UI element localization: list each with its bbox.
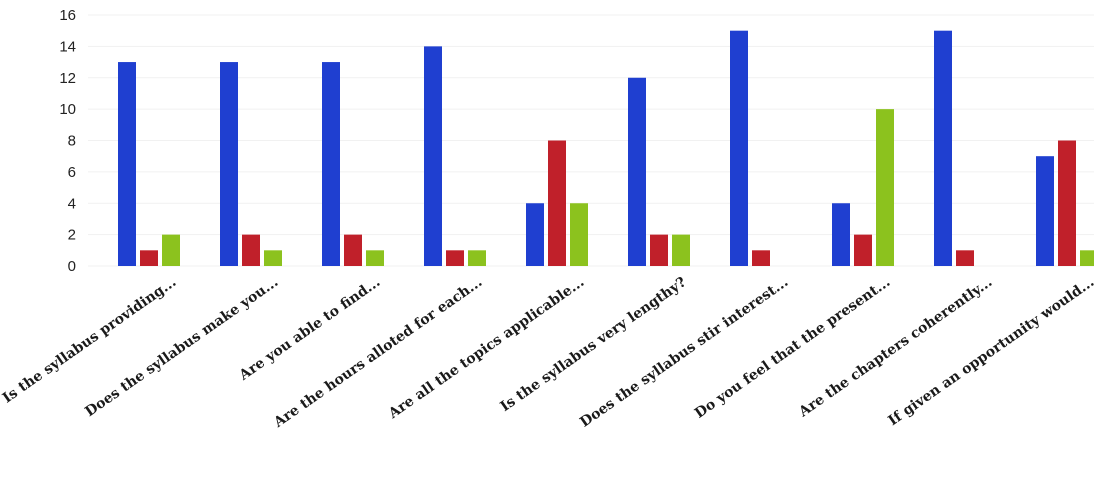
bar-series-2-category-7 — [752, 250, 770, 266]
bar-series-1-category-7 — [730, 30, 748, 266]
bar-series-2-category-9 — [956, 250, 974, 266]
bar-series-2-category-1 — [140, 250, 158, 266]
bar-series-3-category-4 — [468, 250, 486, 266]
bar-series-3-category-6 — [672, 234, 690, 266]
y-tick-label: 12 — [59, 70, 76, 87]
bar-series-3-category-1 — [162, 234, 180, 266]
x-tick-label: Are all the topics applicable... — [385, 274, 587, 422]
x-tick-label: Are the hours alloted for each... — [270, 274, 485, 431]
bar-series-1-category-9 — [934, 30, 952, 266]
bar-series-1-category-10 — [1036, 156, 1054, 266]
bars — [118, 30, 1094, 266]
bar-series-1-category-3 — [322, 62, 340, 266]
bar-series-1-category-1 — [118, 62, 136, 266]
y-tick-label: 4 — [68, 195, 76, 212]
bar-series-2-category-6 — [650, 234, 668, 266]
bar-series-2-category-3 — [344, 234, 362, 266]
y-tick-label: 16 — [59, 7, 76, 24]
x-axis-ticks: Is the syllabus providing...Does the syl… — [0, 274, 1094, 431]
y-tick-label: 2 — [68, 227, 76, 244]
bar-series-1-category-8 — [832, 203, 850, 266]
bar-series-1-category-6 — [628, 77, 646, 266]
bar-series-3-category-10 — [1080, 250, 1094, 266]
y-tick-label: 14 — [59, 38, 76, 55]
bar-series-1-category-4 — [424, 46, 442, 266]
bar-series-2-category-2 — [242, 234, 260, 266]
bar-series-1-category-5 — [526, 203, 544, 266]
bar-series-2-category-8 — [854, 234, 872, 266]
bar-series-3-category-2 — [264, 250, 282, 266]
x-tick-label: If given an opportunity would... — [886, 274, 1094, 429]
bar-series-2-category-10 — [1058, 140, 1076, 266]
x-tick-label: Does the syllabus stir interest... — [577, 274, 791, 431]
y-tick-label: 10 — [59, 101, 76, 118]
bar-series-3-category-5 — [570, 203, 588, 266]
bar-series-3-category-3 — [366, 250, 384, 266]
bar-series-3-category-8 — [876, 109, 894, 266]
bar-series-2-category-5 — [548, 140, 566, 266]
y-axis-ticks: 0 2 4 6 8 10 12 14 16 — [59, 7, 76, 275]
bar-series-2-category-4 — [446, 250, 464, 266]
x-tick-label: Is the syllabus very lengthy? — [498, 274, 690, 415]
y-tick-label: 0 — [68, 258, 76, 275]
x-tick-label: Does the syllabus make you... — [82, 274, 281, 420]
y-tick-label: 6 — [68, 164, 76, 181]
x-tick-label: Do you feel that the present... — [692, 274, 893, 422]
y-tick-label: 8 — [68, 133, 76, 150]
x-tick-label: Are the chapters coherently... — [795, 274, 995, 421]
x-tick-label: Is the syllabus providing... — [0, 274, 179, 406]
bar-series-1-category-2 — [220, 62, 238, 266]
